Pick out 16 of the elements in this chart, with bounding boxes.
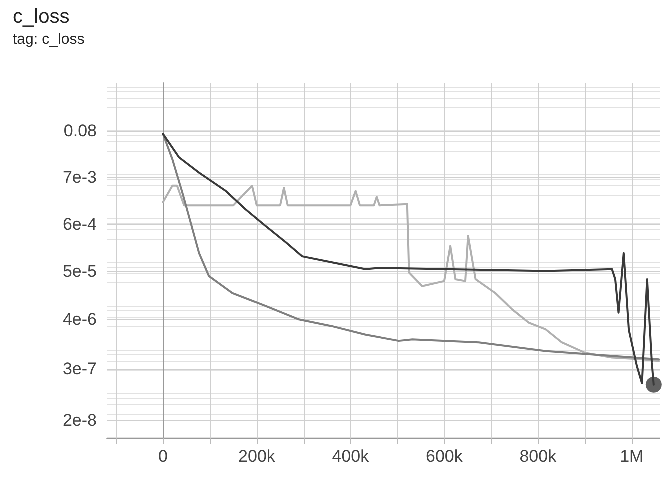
chart-subtitle: tag: c_loss (13, 31, 85, 48)
y-tick-label: 2e-8 (62, 411, 97, 430)
x-tick-label: 600k (426, 447, 464, 466)
y-tick-label: 4e-6 (62, 310, 97, 330)
x-tick-label: 800k (520, 447, 558, 466)
y-tick-label: 3e-7 (62, 359, 97, 378)
y-tick-label: 0.08 (64, 122, 97, 141)
x-tick-label: 200k (238, 447, 276, 466)
x-tick-label: 1M (620, 447, 644, 466)
y-tick-label: 7e-3 (62, 168, 97, 187)
x-tick-label: 400k (332, 447, 370, 466)
chart-title: c_loss (13, 6, 70, 28)
x-tick-label: 0 (158, 447, 168, 466)
y-tick-label: 6e-4 (62, 214, 97, 234)
line-series (162, 184, 660, 362)
y-tick-label: 5e-5 (62, 262, 97, 282)
